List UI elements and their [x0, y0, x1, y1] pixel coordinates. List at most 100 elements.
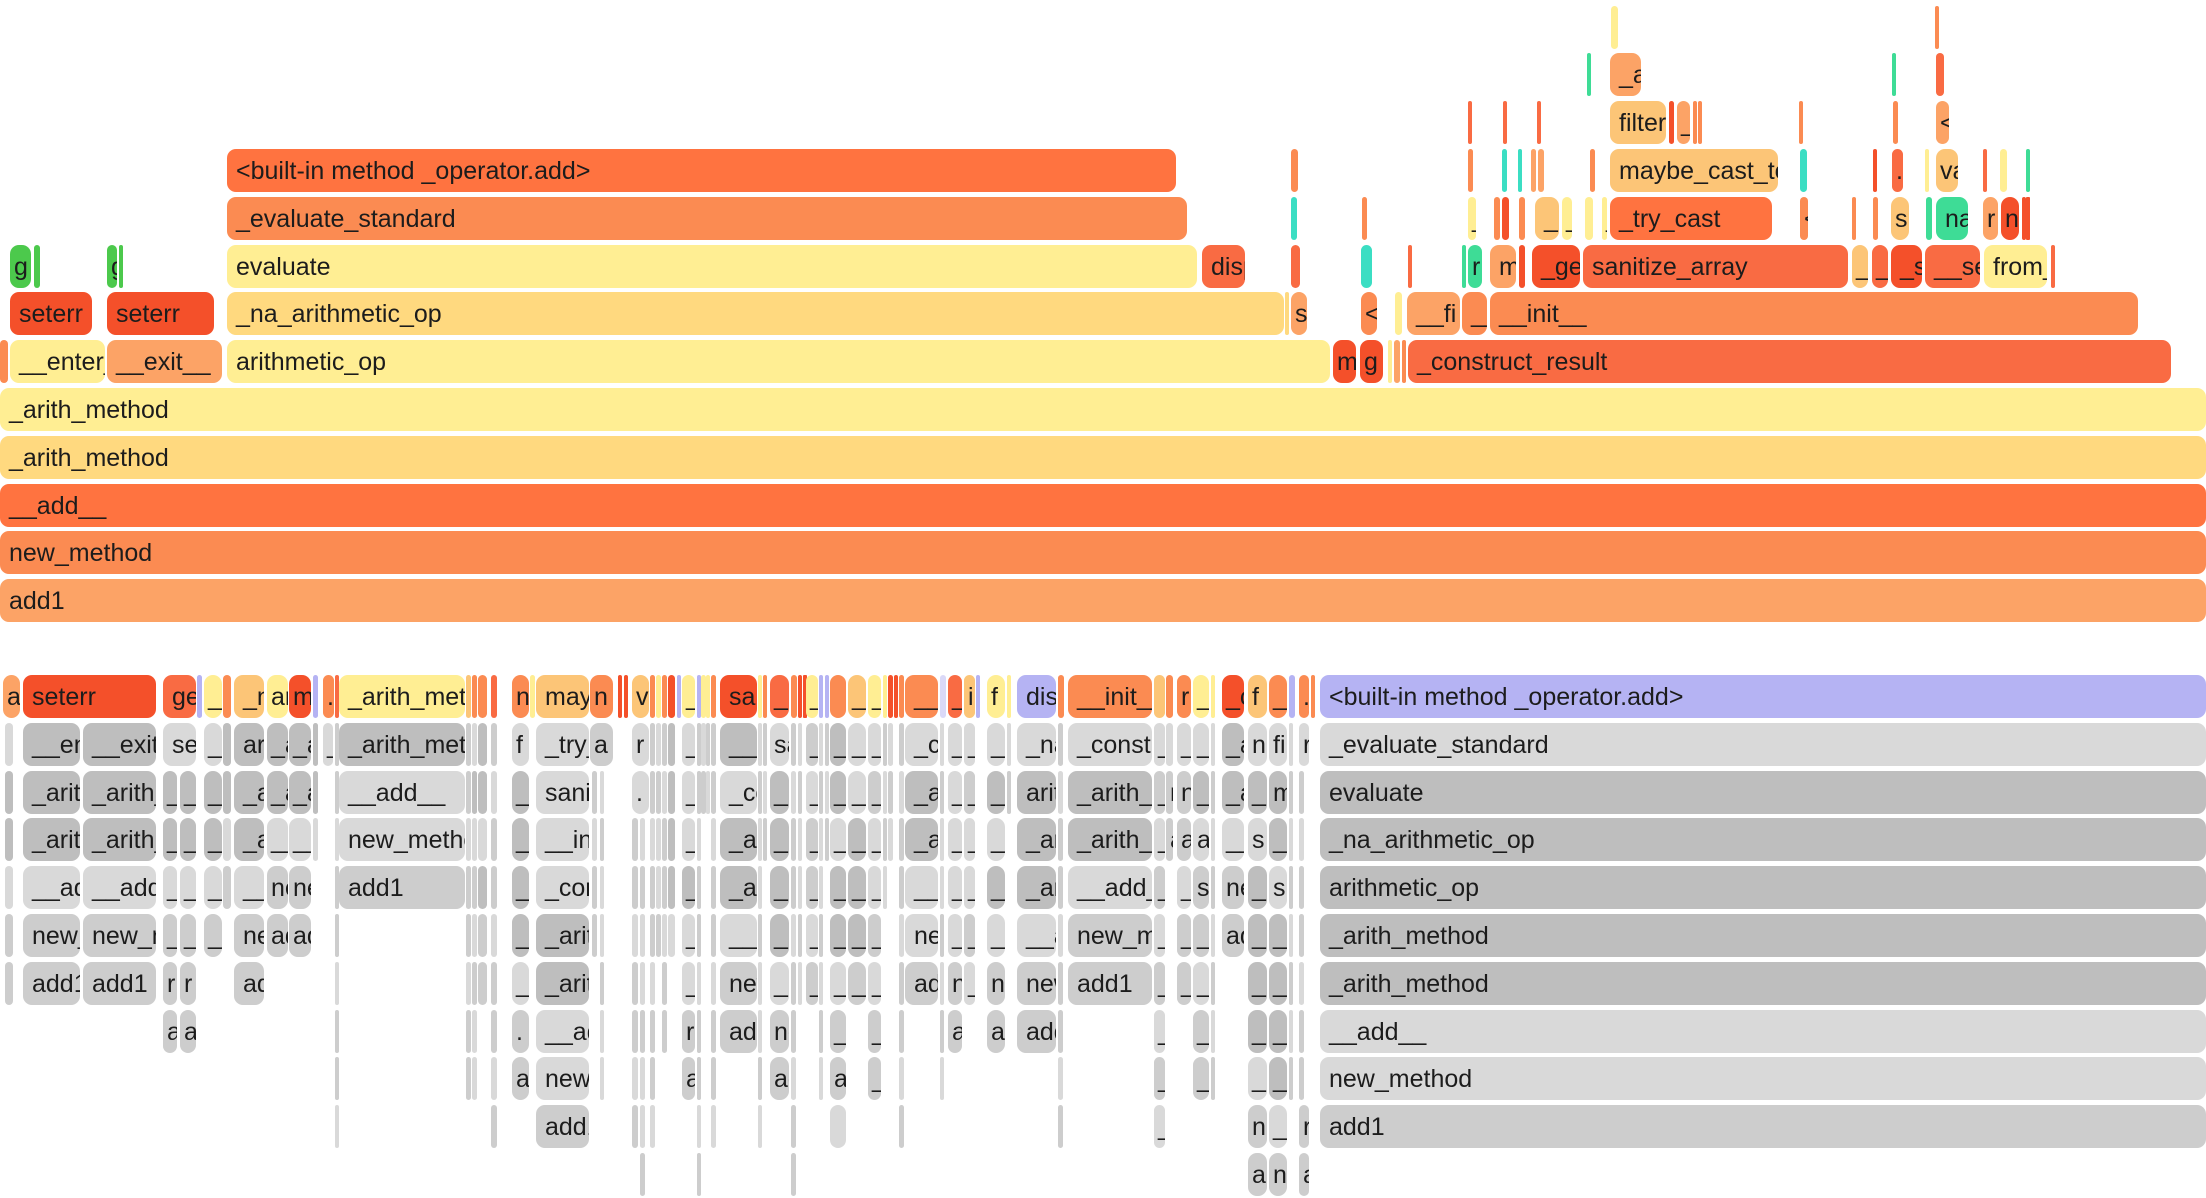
frame-header-_[interactable]: _	[1269, 675, 1287, 718]
caller-frame-a[interactable]: a	[830, 1057, 846, 1100]
caller-frame-_[interactable]: _	[830, 914, 846, 957]
caller-frame-_[interactable]: _	[1154, 1105, 1165, 1148]
flame-frame-sliver[interactable]	[1873, 149, 1877, 192]
caller-frame-n[interactable]: n	[1248, 1105, 1267, 1148]
caller-frame-sliver[interactable]	[711, 1057, 716, 1100]
caller-frame-sliver[interactable]	[798, 962, 802, 1005]
caller-frame-_[interactable]: _	[830, 818, 846, 861]
caller-frame-__add__[interactable]: __add__	[905, 866, 938, 909]
caller-frame-_[interactable]: _	[1248, 962, 1267, 1005]
caller-frame-sliver[interactable]	[899, 866, 904, 909]
caller-frame-_[interactable]: _	[987, 914, 1005, 957]
caller-frame-sliver[interactable]	[819, 962, 823, 1005]
caller-frame-arithmetic_op[interactable]: arithmetic_op	[1017, 771, 1056, 814]
caller-frame-_arith_method[interactable]: _arith_method	[1320, 914, 2206, 957]
caller-frame-a[interactable]: a	[590, 723, 613, 766]
caller-frame-new_method[interactable]: new_method	[339, 818, 465, 861]
caller-frame-_[interactable]: _	[868, 914, 881, 957]
flame-frame-r[interactable]: r	[1468, 245, 1482, 288]
caller-frame-sliver[interactable]	[491, 1010, 497, 1053]
caller-frame-sliver[interactable]	[1289, 866, 1293, 909]
caller-frame-sliver[interactable]	[819, 818, 823, 861]
caller-frame-__add__[interactable]: __add__	[289, 818, 311, 861]
caller-frame-s[interactable]: s	[1193, 866, 1209, 909]
caller-frame-_arith_method[interactable]: _arith_method	[289, 723, 311, 766]
caller-frame-sliver[interactable]	[223, 818, 231, 861]
caller-frame-sliver[interactable]	[491, 962, 497, 1005]
caller-frame-n[interactable]: n	[1269, 1153, 1287, 1196]
caller-frame-sliver[interactable]	[940, 1057, 944, 1100]
caller-frame-sliver[interactable]	[662, 818, 667, 861]
caller-frame-sliver[interactable]	[697, 723, 701, 766]
caller-frame-__add__[interactable]: __add__	[23, 866, 80, 909]
caller-frame-_[interactable]: _	[1193, 962, 1209, 1005]
caller-frame-sliver[interactable]	[697, 771, 701, 814]
flame-frame-sliver[interactable]	[119, 245, 123, 288]
caller-frame-sliver[interactable]	[1058, 866, 1063, 909]
caller-frame-_arith_method[interactable]: _arith_method	[234, 818, 264, 861]
flame-frame-add1[interactable]: add1	[0, 579, 2206, 622]
caller-frame-sliver[interactable]	[883, 771, 887, 814]
caller-frame-sliver[interactable]	[1289, 962, 1293, 1005]
flame-frame-__init__[interactable]: __init__	[1490, 292, 2138, 335]
flame-frame-__exit__[interactable]: __exit__	[107, 340, 222, 383]
flame-frame-sliver[interactable]	[1693, 101, 1697, 144]
caller-frame-_[interactable]: _	[1269, 1105, 1287, 1148]
caller-frame-sliver[interactable]	[1289, 1010, 1293, 1053]
caller-frame-sliver[interactable]	[1058, 818, 1063, 861]
caller-frame-_[interactable]: _	[1269, 1057, 1287, 1100]
caller-frame-new_method[interactable]: new_method	[234, 914, 264, 957]
caller-frame-sliver[interactable]	[1299, 962, 1304, 1005]
frame-header-_[interactable]: _	[868, 675, 881, 718]
caller-frame-sliver[interactable]	[1166, 723, 1173, 766]
caller-frame-_[interactable]: _	[770, 818, 789, 861]
flame-frame-s[interactable]: s	[1291, 292, 1307, 335]
caller-frame-sliver[interactable]	[5, 914, 13, 957]
frame-header-r[interactable]: r	[1177, 675, 1191, 718]
caller-frame-_arith_method[interactable]: _arith_method	[1222, 771, 1244, 814]
caller-frame-sliver[interactable]	[791, 818, 796, 861]
frame-header-sliver[interactable]	[888, 675, 893, 718]
caller-frame-sliver[interactable]	[1211, 866, 1215, 909]
caller-frame-sliver[interactable]	[711, 723, 716, 766]
caller-frame-_[interactable]: _	[204, 914, 222, 957]
frame-header-sliver[interactable]	[758, 675, 762, 718]
caller-frame-_[interactable]: _	[1269, 1010, 1287, 1053]
caller-frame-sliver[interactable]	[632, 818, 638, 861]
caller-frame-a[interactable]: a	[682, 1057, 695, 1100]
caller-frame-_[interactable]: _	[806, 866, 818, 909]
flame-frame-sliver[interactable]	[1519, 245, 1525, 288]
caller-frame-new_method[interactable]: new_method	[536, 1057, 589, 1100]
flame-frame-sliver[interactable]	[1926, 197, 1932, 240]
caller-frame-sliver[interactable]	[940, 914, 944, 957]
caller-frame-sliver[interactable]	[899, 1105, 904, 1148]
caller-frame-_[interactable]: _	[868, 723, 881, 766]
flame-frame-evaluate[interactable]: evaluate	[227, 245, 1197, 288]
caller-frame-sliver[interactable]	[763, 723, 767, 766]
caller-frame-_arith_method[interactable]: _arith_method	[1068, 818, 1152, 861]
caller-frame-_[interactable]: _	[682, 866, 695, 909]
caller-frame-_[interactable]: _	[770, 962, 789, 1005]
caller-frame-sliver[interactable]	[472, 962, 477, 1005]
frame-header-n[interactable]: n	[512, 675, 529, 718]
caller-frame-sliver[interactable]	[888, 723, 893, 766]
flame-frame-sliver[interactable]	[1468, 149, 1473, 192]
caller-frame-sliver[interactable]	[697, 866, 701, 909]
frame-header-sliver[interactable]	[803, 675, 807, 718]
caller-frame-sliver[interactable]	[798, 723, 802, 766]
caller-frame-sliver[interactable]	[899, 723, 904, 766]
flame-frame-sliver[interactable]	[1518, 149, 1522, 192]
caller-frame-__add__[interactable]: __add__	[1320, 1010, 2206, 1053]
caller-frame-sliver[interactable]	[223, 866, 231, 909]
flame-frame-[interactable]: <	[1936, 101, 1949, 144]
caller-frame-add1[interactable]: add1	[23, 962, 80, 1005]
flame-frame-n[interactable]: n	[2001, 197, 2019, 240]
caller-frame-sliver[interactable]	[600, 1010, 604, 1053]
caller-frame-add1[interactable]: add1	[1320, 1105, 2206, 1148]
caller-frame-sliver[interactable]	[711, 914, 716, 957]
flame-frame-sliver[interactable]	[2051, 245, 2055, 288]
caller-frame-sliver[interactable]	[600, 914, 604, 957]
caller-frame-sliver[interactable]	[650, 818, 655, 861]
caller-frame-sliver[interactable]	[640, 1105, 645, 1148]
frame-header-sliver[interactable]	[1154, 675, 1165, 718]
